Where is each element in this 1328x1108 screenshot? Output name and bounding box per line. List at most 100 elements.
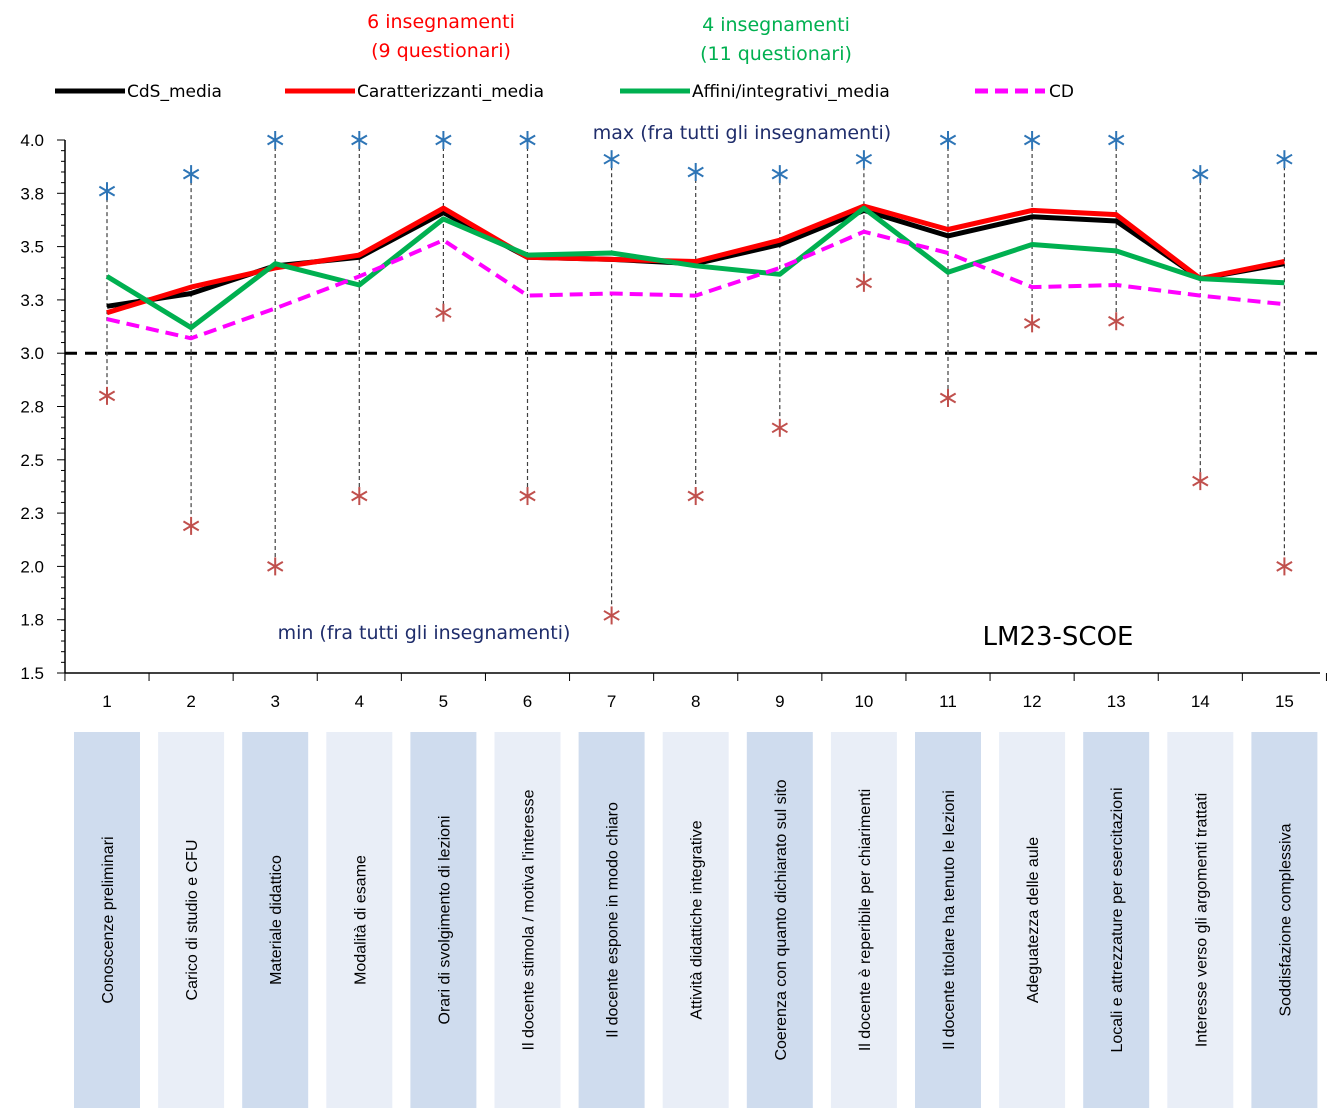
legend-label-cd: CD xyxy=(1049,82,1074,102)
category-label-box-14 xyxy=(1167,732,1234,1108)
min-marker-2 xyxy=(182,516,200,535)
x-tick-label-15: 15 xyxy=(1275,692,1294,711)
category-label-15: Soddisfazione complessiva xyxy=(1277,823,1294,1016)
max-marker-1 xyxy=(98,182,116,201)
category-label-box-13 xyxy=(1083,732,1150,1108)
y-tick-label: 2.8 xyxy=(20,398,44,417)
max-marker-3 xyxy=(267,131,284,149)
legend-label-caratterizzanti: Caratterizzanti_media xyxy=(357,82,544,102)
legend-label-cds: CdS_media xyxy=(127,82,222,102)
category-label-13: Locali e attrezzature per esercitazioni xyxy=(1109,787,1126,1052)
y-tick-label: 1.8 xyxy=(20,611,44,630)
legend: CdS_media Caratterizzanti_media Affini/i… xyxy=(55,82,1074,102)
y-tick-label: 3.8 xyxy=(20,184,44,203)
legend-label-affini: Affini/integrativi_media xyxy=(692,82,890,102)
y-tick-label: 2.0 xyxy=(20,557,44,576)
category-label-7: Il docente espone in modo chiaro xyxy=(605,802,622,1038)
x-tick-label-1: 1 xyxy=(102,692,111,711)
x-tick-label-9: 9 xyxy=(775,692,784,711)
min-annotation: min (fra tutti gli insegnamenti) xyxy=(278,622,571,644)
series-line-affini-integrativi-media xyxy=(105,205,1285,331)
max-marker-5 xyxy=(435,131,452,149)
x-tick-label-10: 10 xyxy=(854,692,873,711)
x-tick-label-4: 4 xyxy=(355,692,364,711)
category-label-box-9 xyxy=(746,732,813,1108)
category-label-box-4 xyxy=(326,732,393,1108)
affini-annotation-line1: 4 insegnamenti xyxy=(702,14,850,36)
min-marker-1 xyxy=(98,386,116,405)
max-marker-10 xyxy=(855,150,873,169)
min-marker-8 xyxy=(687,487,704,506)
category-label-3: Materiale didattico xyxy=(268,855,285,985)
x-tick-label-2: 2 xyxy=(186,692,195,711)
min-marker-10 xyxy=(855,273,873,292)
min-marker-7 xyxy=(603,606,620,625)
min-marker-9 xyxy=(771,418,788,437)
max-marker-9 xyxy=(771,165,788,184)
min-marker-6 xyxy=(519,487,536,506)
caratterizzanti-annotation-line1: 6 insegnamenti xyxy=(367,11,515,33)
category-label-14: Interesse verso gli argomenti trattati xyxy=(1193,793,1210,1047)
plot-area: Conoscenze preliminari Carico di studio e… xyxy=(20,131,1327,1108)
category-label-2: Carico di studio e CFU xyxy=(184,840,201,1001)
category-label-box-15 xyxy=(1251,732,1318,1108)
x-tick-label-14: 14 xyxy=(1191,692,1210,711)
min-marker-12 xyxy=(1023,314,1041,333)
max-marker-4 xyxy=(351,131,368,149)
max-marker-11 xyxy=(939,131,957,149)
category-label-1: Conoscenze preliminari xyxy=(100,836,117,1003)
max-marker-13 xyxy=(1108,131,1125,149)
category-label-10: Il docente è reperibile per chiarimenti xyxy=(857,789,874,1051)
x-tick-label-3: 3 xyxy=(270,692,279,711)
min-marker-13 xyxy=(1108,312,1125,331)
category-label-box-3 xyxy=(242,732,309,1108)
category-label-box-8 xyxy=(662,732,729,1108)
min-marker-15 xyxy=(1276,557,1293,576)
category-label-box-11 xyxy=(915,732,981,1108)
affini-annotation-line2: (11 questionari) xyxy=(700,43,852,65)
min-marker-3 xyxy=(267,557,284,576)
x-tick-label-7: 7 xyxy=(607,692,616,711)
y-tick-label: 3.5 xyxy=(20,238,44,257)
category-label-box-6 xyxy=(494,732,561,1108)
max-marker-8 xyxy=(687,162,704,181)
x-tick-label-11: 11 xyxy=(939,692,957,711)
min-marker-4 xyxy=(351,487,368,506)
category-label-5: Orari di svolgimento di lezioni xyxy=(436,816,453,1025)
min-marker-5 xyxy=(435,303,452,322)
chart-title: LM23-SCOE xyxy=(983,622,1134,652)
min-marker-11 xyxy=(939,388,957,407)
category-label-box-5 xyxy=(410,732,477,1108)
category-label-box-10 xyxy=(830,732,897,1108)
max-marker-2 xyxy=(182,165,200,184)
category-label-4: Modalità di esame xyxy=(352,855,369,985)
category-label-box-7 xyxy=(578,732,645,1108)
category-label-11: Il docente titolare ha tenuto le lezioni xyxy=(941,790,958,1050)
x-tick-label-8: 8 xyxy=(691,692,700,711)
max-marker-12 xyxy=(1023,131,1041,149)
series-line-cd xyxy=(106,229,1285,341)
category-label-9: Coerenza con quanto dichiarato sul sito xyxy=(773,779,790,1060)
x-tick-label-12: 12 xyxy=(1023,692,1042,711)
category-label-box-12 xyxy=(999,732,1066,1108)
y-tick-label: 3.3 xyxy=(20,291,44,310)
y-tick-label: 1.5 xyxy=(20,664,44,683)
caratterizzanti-annotation-line2: (9 questionari) xyxy=(371,40,511,62)
category-label-12: Adeguatezza delle aule xyxy=(1025,837,1042,1003)
max-marker-7 xyxy=(603,150,620,169)
x-tick-label-5: 5 xyxy=(439,692,448,711)
category-label-8: Attività didattiche integrative xyxy=(689,820,706,1019)
y-tick-label: 2.3 xyxy=(20,504,44,523)
y-tick-label: 4.0 xyxy=(20,131,44,150)
min-marker-14 xyxy=(1192,472,1209,491)
y-tick-label: 3.0 xyxy=(20,344,44,363)
max-annotation: max (fra tutti gli insegnamenti) xyxy=(593,122,891,144)
x-tick-label-13: 13 xyxy=(1107,692,1126,711)
category-label-6: Il docente stimola / motiva l'interesse xyxy=(521,789,538,1050)
max-marker-6 xyxy=(519,131,536,149)
max-marker-14 xyxy=(1192,165,1209,184)
category-label-box-2 xyxy=(158,732,225,1108)
series-line-caratterizzanti-media xyxy=(106,203,1285,316)
category-label-box-1 xyxy=(74,732,140,1108)
